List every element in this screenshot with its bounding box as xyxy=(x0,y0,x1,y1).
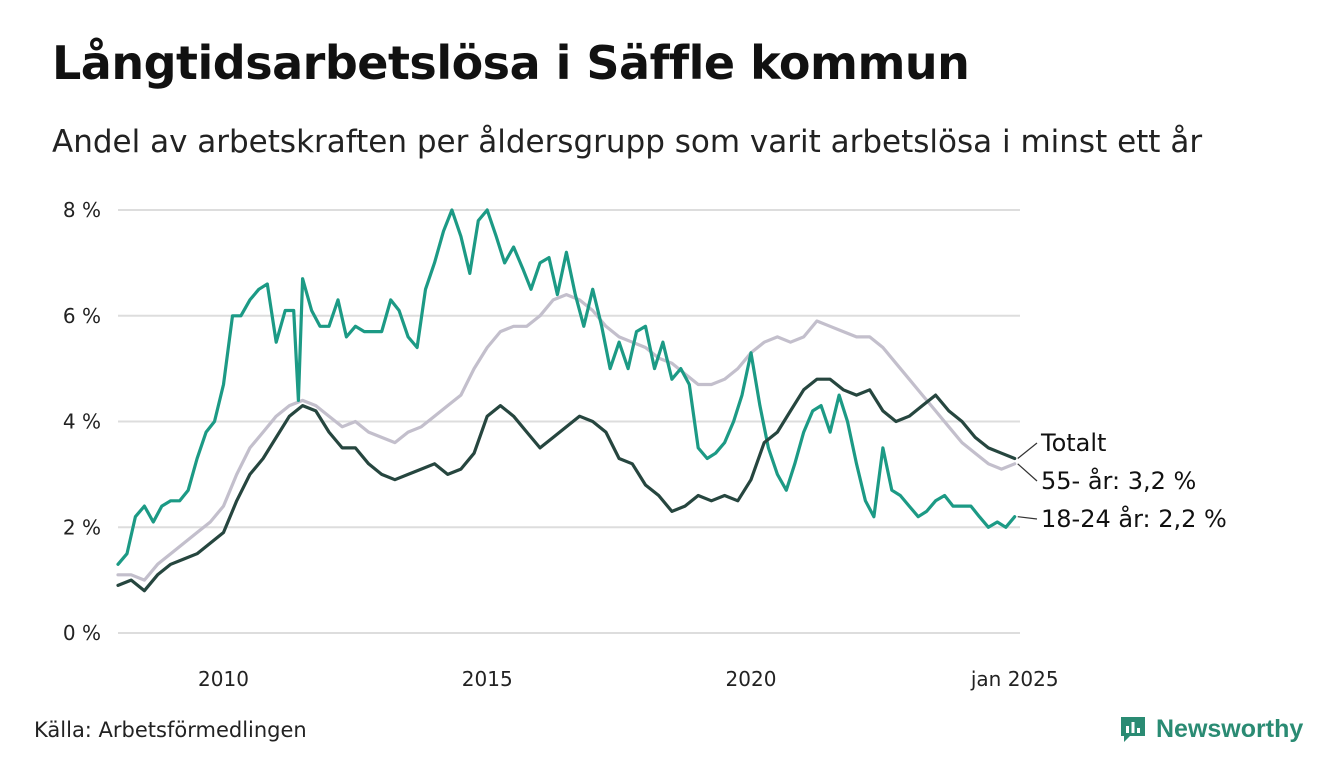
y-tick-label: 2 % xyxy=(63,515,101,539)
end-label-leader xyxy=(1017,463,1038,482)
x-tick-label: jan 2025 xyxy=(970,667,1059,691)
y-tick-label: 4 % xyxy=(63,410,101,434)
newsworthy-logo-icon xyxy=(1121,717,1145,742)
chart-title: Långtidsarbetslösa i Säffle kommun xyxy=(52,36,970,90)
brand-logo[interactable]: Newsworthy xyxy=(1118,714,1303,744)
x-tick-label: 2010 xyxy=(198,667,249,691)
series-layer xyxy=(116,208,1017,593)
label-layer: Totalt 55- år: 3,2 % 18-24 år: 2,2 % xyxy=(1017,429,1227,533)
end-label-leader xyxy=(1017,442,1038,459)
brand-name: Newsworthy xyxy=(1156,714,1304,743)
source-note: Källa: Arbetsförmedlingen xyxy=(34,718,307,742)
series-line-age18_24 xyxy=(116,208,1017,566)
x-tick-label: 2020 xyxy=(726,667,777,691)
series-line-age55 xyxy=(116,293,1017,582)
end-label-age18_24: 18-24 år: 2,2 % xyxy=(1041,504,1227,533)
series-line-totalt xyxy=(116,377,1017,593)
y-tick-label: 6 % xyxy=(63,304,101,328)
x-tick-label: 2015 xyxy=(462,667,513,691)
y-tick-label: 0 % xyxy=(63,621,101,645)
end-label-age55: 55- år: 3,2 % xyxy=(1041,466,1196,495)
y-tick-label: 8 % xyxy=(63,198,101,222)
end-label-leader xyxy=(1017,516,1038,520)
grid-layer: 0 % 2 % 4 % 6 % 8 % 2010 2015 2020 jan 2025 xyxy=(63,198,1059,691)
end-label-totalt: Totalt xyxy=(1040,429,1106,457)
chart-subtitle: Andel av arbetskraften per åldersgrupp s… xyxy=(52,124,1203,160)
